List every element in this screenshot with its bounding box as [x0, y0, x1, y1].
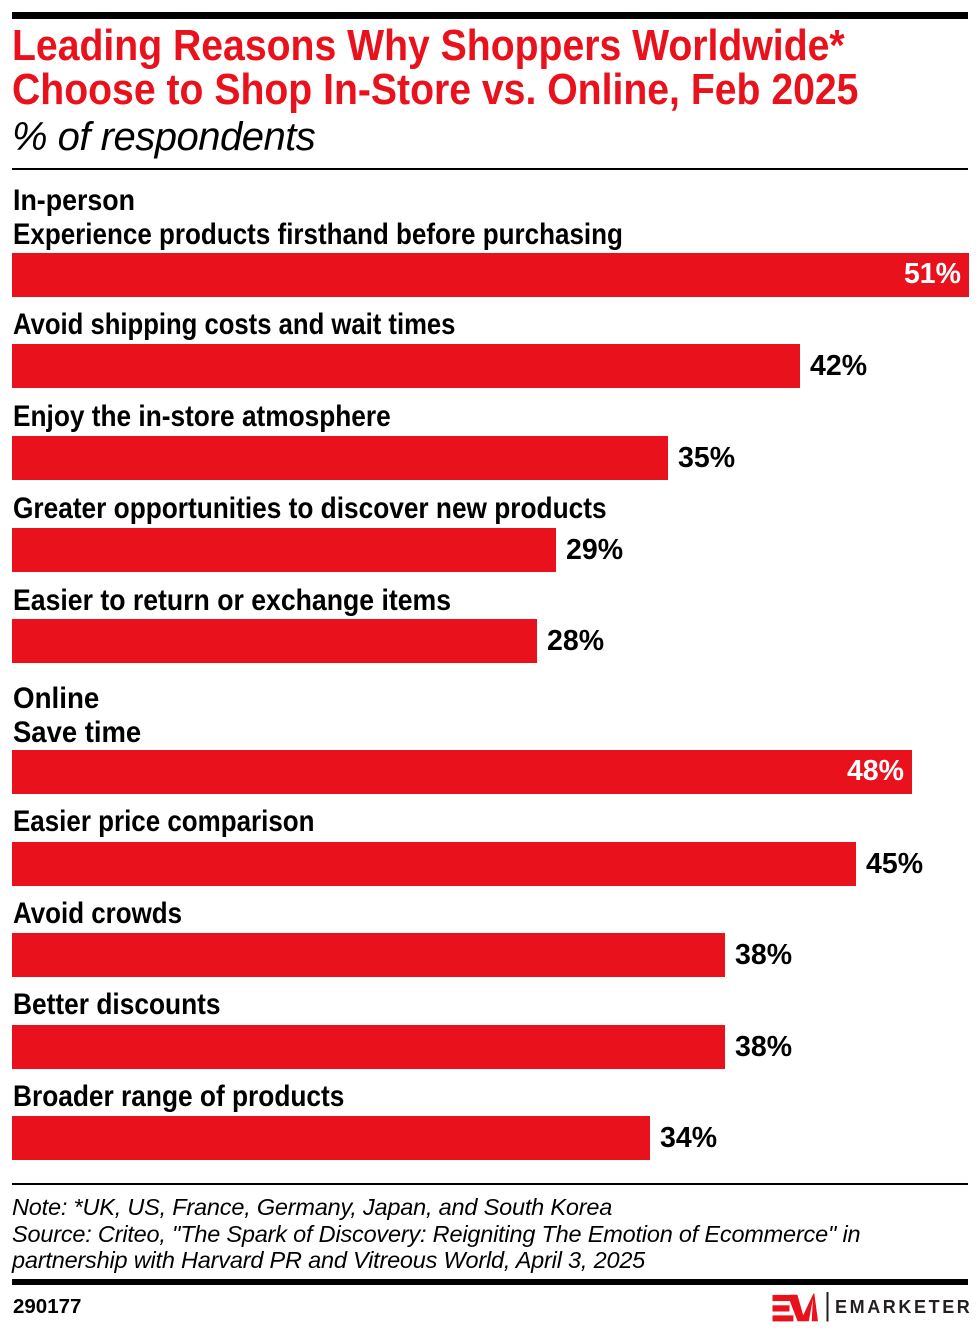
svg-text:EMARKETER: EMARKETER: [835, 1297, 972, 1317]
